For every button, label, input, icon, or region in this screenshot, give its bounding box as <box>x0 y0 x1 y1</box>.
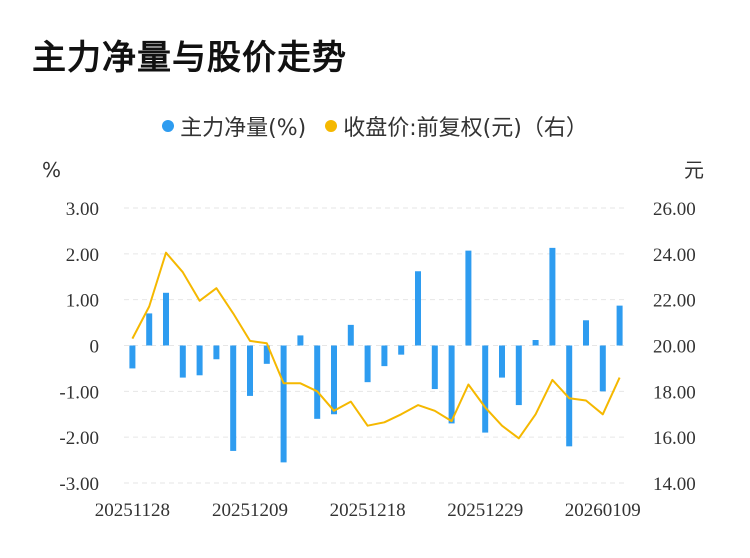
left-tick-label: -3.00 <box>59 474 99 495</box>
net-volume-bar[interactable] <box>415 271 421 346</box>
net-volume-bar[interactable] <box>247 345 253 396</box>
net-volume-bar[interactable] <box>347 324 354 346</box>
legend-item-net-volume[interactable]: 主力净量(%) <box>162 110 306 142</box>
net-volume-bar[interactable] <box>314 345 321 419</box>
net-volume-bar[interactable] <box>230 345 237 451</box>
net-volume-bar[interactable] <box>499 345 505 378</box>
net-volume-bar[interactable] <box>465 250 472 346</box>
close-price-line <box>131 251 621 440</box>
net-volume-bar[interactable] <box>616 305 623 346</box>
net-volume-bar[interactable] <box>263 345 270 364</box>
net-volume-bar[interactable] <box>179 345 186 378</box>
net-volume-bar[interactable] <box>482 345 489 433</box>
right-tick-label: 14.00 <box>653 474 696 495</box>
legend: 主力净量(%) 收盘价:前复权(元)（右） <box>0 110 750 142</box>
net-volume-bar[interactable] <box>146 313 153 346</box>
right-tick-label: 16.00 <box>653 428 696 449</box>
left-tick-label: 2.00 <box>66 245 99 266</box>
legend-dot-net-volume <box>162 120 175 132</box>
net-volume-bar[interactable] <box>583 320 589 346</box>
right-tick-label: 26.00 <box>653 199 696 220</box>
legend-dot-close-price <box>325 120 338 132</box>
net-volume-bar[interactable] <box>213 345 220 360</box>
left-tick-label: -1.00 <box>59 382 99 403</box>
left-tick-label: 1.00 <box>66 291 99 312</box>
right-tick-label: 18.00 <box>653 382 696 403</box>
net-volume-bar[interactable] <box>364 345 371 383</box>
right-tick-label: 22.00 <box>653 291 696 312</box>
x-axis: 20251128 20251209 20251218 20251229 20260109 <box>95 500 641 521</box>
legend-item-close-price[interactable]: 收盘价:前复权(元)（右） <box>325 110 588 142</box>
left-axis-unit: % <box>42 158 61 182</box>
x-tick-label: 20251128 <box>95 500 170 521</box>
net-volume-bar[interactable] <box>129 345 136 369</box>
right-axis: 26.00 24.00 22.00 20.00 18.00 16.00 14.00 <box>653 199 696 495</box>
net-volume-bar[interactable] <box>599 345 606 392</box>
x-tick-label: 20251209 <box>212 500 288 521</box>
net-volume-bar[interactable] <box>381 345 388 367</box>
net-volume-bar[interactable] <box>566 345 573 447</box>
right-tick-label: 20.00 <box>653 337 696 358</box>
left-axis: 3.00 2.00 1.00 0 -1.00 -2.00 -3.00 <box>59 199 99 495</box>
close-price-polyline[interactable] <box>131 251 621 440</box>
grid-lines <box>124 207 628 484</box>
net-volume-bars <box>129 247 623 463</box>
x-tick-label: 20251229 <box>447 500 523 521</box>
net-volume-bar[interactable] <box>532 340 539 346</box>
chart-title: 主力净量与股价走势 <box>32 38 347 78</box>
net-volume-bar[interactable] <box>398 345 405 355</box>
net-volume-bar[interactable] <box>331 345 337 415</box>
net-volume-bar[interactable] <box>515 345 522 406</box>
net-volume-bar[interactable] <box>196 345 203 376</box>
net-volume-bar[interactable] <box>549 247 556 346</box>
left-tick-label: -2.00 <box>59 428 99 449</box>
x-tick-label: 20260109 <box>565 500 641 521</box>
net-volume-bar[interactable] <box>280 345 287 463</box>
left-tick-label: 0 <box>90 337 100 358</box>
net-volume-bar[interactable] <box>448 345 455 424</box>
left-tick-label: 3.00 <box>66 199 99 220</box>
net-volume-bar[interactable] <box>163 292 169 346</box>
legend-label-close-price: 收盘价:前复权(元)（右） <box>343 116 588 141</box>
legend-label-net-volume: 主力净量(%) <box>180 116 307 141</box>
net-volume-bar[interactable] <box>431 345 438 390</box>
net-volume-bar[interactable] <box>297 335 304 346</box>
right-axis-unit: 元 <box>684 158 704 182</box>
right-tick-label: 24.00 <box>653 245 696 266</box>
x-tick-label: 20251218 <box>330 500 406 521</box>
